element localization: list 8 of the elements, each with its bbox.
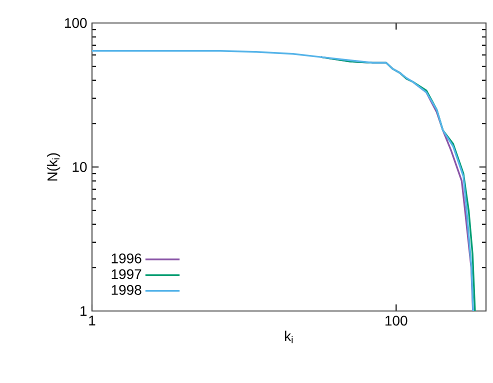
x-axis-title: k$_{i}$ xyxy=(285,330,293,344)
y-axis-title: N(k$_{i}$) xyxy=(47,153,60,180)
legend-label: 1996 xyxy=(112,253,142,264)
y-tick-label: 1 xyxy=(80,306,87,316)
y-tick-label: 10 xyxy=(72,162,87,172)
y-tick-label: 100 xyxy=(65,18,87,28)
legend-label: 1997 xyxy=(112,269,142,280)
legend-label: 1998 xyxy=(112,284,142,295)
